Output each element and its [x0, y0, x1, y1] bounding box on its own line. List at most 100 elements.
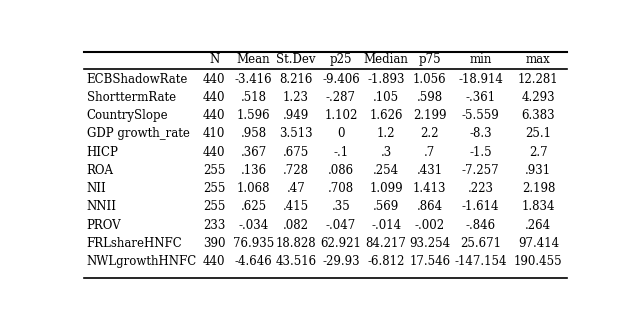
Text: 440: 440 — [203, 255, 225, 268]
Text: .431: .431 — [417, 164, 443, 177]
Text: max: max — [526, 53, 551, 66]
Text: .728: .728 — [283, 164, 309, 177]
Text: NII: NII — [87, 182, 107, 195]
Text: .136: .136 — [241, 164, 267, 177]
Text: 440: 440 — [203, 109, 225, 122]
Text: 84.217: 84.217 — [366, 237, 406, 250]
Text: 2.7: 2.7 — [529, 146, 548, 159]
Text: 12.281: 12.281 — [518, 73, 559, 86]
Text: 17.546: 17.546 — [409, 255, 450, 268]
Text: 440: 440 — [203, 146, 225, 159]
Text: .569: .569 — [373, 200, 399, 213]
Text: ShorttermRate: ShorttermRate — [87, 91, 176, 104]
Text: -18.914: -18.914 — [458, 73, 503, 86]
Text: -.846: -.846 — [465, 218, 496, 232]
Text: -5.559: -5.559 — [462, 109, 500, 122]
Text: CountrySlope: CountrySlope — [87, 109, 168, 122]
Text: .082: .082 — [283, 218, 309, 232]
Text: N: N — [209, 53, 219, 66]
Text: .675: .675 — [283, 146, 309, 159]
Text: 1.2: 1.2 — [377, 128, 396, 141]
Text: .223: .223 — [467, 182, 493, 195]
Text: 390: 390 — [203, 237, 225, 250]
Text: 255: 255 — [203, 200, 225, 213]
Text: 1.23: 1.23 — [283, 91, 309, 104]
Text: 6.383: 6.383 — [521, 109, 555, 122]
Text: 255: 255 — [203, 182, 225, 195]
Text: 43.516: 43.516 — [275, 255, 316, 268]
Text: 1.596: 1.596 — [237, 109, 271, 122]
Text: .3: .3 — [380, 146, 392, 159]
Text: .708: .708 — [328, 182, 354, 195]
Text: -3.416: -3.416 — [235, 73, 272, 86]
Text: -4.646: -4.646 — [235, 255, 272, 268]
Text: .958: .958 — [241, 128, 267, 141]
Text: .931: .931 — [525, 164, 551, 177]
Text: 1.413: 1.413 — [413, 182, 446, 195]
Text: NWLgrowthHNFC: NWLgrowthHNFC — [87, 255, 197, 268]
Text: -1.5: -1.5 — [469, 146, 492, 159]
Text: .625: .625 — [241, 200, 267, 213]
Text: 1.068: 1.068 — [237, 182, 271, 195]
Text: FRLshareHNFC: FRLshareHNFC — [87, 237, 182, 250]
Text: min: min — [469, 53, 491, 66]
Text: NNII: NNII — [87, 200, 117, 213]
Text: GDP growth_rate: GDP growth_rate — [87, 128, 190, 141]
Text: .949: .949 — [283, 109, 309, 122]
Text: -.361: -.361 — [465, 91, 496, 104]
Text: 1.056: 1.056 — [413, 73, 446, 86]
Text: 4.293: 4.293 — [521, 91, 555, 104]
Text: 1.099: 1.099 — [370, 182, 403, 195]
Text: .264: .264 — [525, 218, 551, 232]
Text: 0: 0 — [337, 128, 345, 141]
Text: -.034: -.034 — [238, 218, 269, 232]
Text: 255: 255 — [203, 164, 225, 177]
Text: St.Dev: St.Dev — [276, 53, 316, 66]
Text: .35: .35 — [331, 200, 351, 213]
Text: 440: 440 — [203, 73, 225, 86]
Text: Mean: Mean — [237, 53, 271, 66]
Text: .598: .598 — [417, 91, 443, 104]
Text: 410: 410 — [203, 128, 225, 141]
Text: 1.626: 1.626 — [370, 109, 403, 122]
Text: 233: 233 — [203, 218, 225, 232]
Text: -147.154: -147.154 — [454, 255, 507, 268]
Text: 18.828: 18.828 — [276, 237, 316, 250]
Text: -.002: -.002 — [415, 218, 445, 232]
Text: -1.893: -1.893 — [367, 73, 405, 86]
Text: .47: .47 — [286, 182, 305, 195]
Text: .254: .254 — [373, 164, 399, 177]
Text: ECBShadowRate: ECBShadowRate — [87, 73, 188, 86]
Text: 76.935: 76.935 — [233, 237, 274, 250]
Text: PROV: PROV — [87, 218, 121, 232]
Text: -.287: -.287 — [326, 91, 356, 104]
Text: .864: .864 — [417, 200, 443, 213]
Text: 2.198: 2.198 — [522, 182, 555, 195]
Text: .367: .367 — [241, 146, 267, 159]
Text: 1.834: 1.834 — [521, 200, 555, 213]
Text: -6.812: -6.812 — [368, 255, 404, 268]
Text: 25.671: 25.671 — [460, 237, 501, 250]
Text: -.1: -.1 — [333, 146, 349, 159]
Text: 62.921: 62.921 — [321, 237, 361, 250]
Text: -.014: -.014 — [371, 218, 401, 232]
Text: -1.614: -1.614 — [462, 200, 499, 213]
Text: -29.93: -29.93 — [322, 255, 360, 268]
Text: 190.455: 190.455 — [514, 255, 563, 268]
Text: .086: .086 — [328, 164, 354, 177]
Text: 25.1: 25.1 — [525, 128, 551, 141]
Text: -7.257: -7.257 — [462, 164, 499, 177]
Text: -.047: -.047 — [326, 218, 356, 232]
Text: 440: 440 — [203, 91, 225, 104]
Text: -9.406: -9.406 — [322, 73, 360, 86]
Text: 8.216: 8.216 — [279, 73, 312, 86]
Text: HICP: HICP — [87, 146, 119, 159]
Text: 97.414: 97.414 — [518, 237, 559, 250]
Text: 3.513: 3.513 — [279, 128, 312, 141]
Text: .105: .105 — [373, 91, 399, 104]
Text: -8.3: -8.3 — [469, 128, 492, 141]
Text: 1.102: 1.102 — [324, 109, 358, 122]
Text: p75: p75 — [418, 53, 441, 66]
Text: p25: p25 — [330, 53, 352, 66]
Text: Median: Median — [364, 53, 408, 66]
